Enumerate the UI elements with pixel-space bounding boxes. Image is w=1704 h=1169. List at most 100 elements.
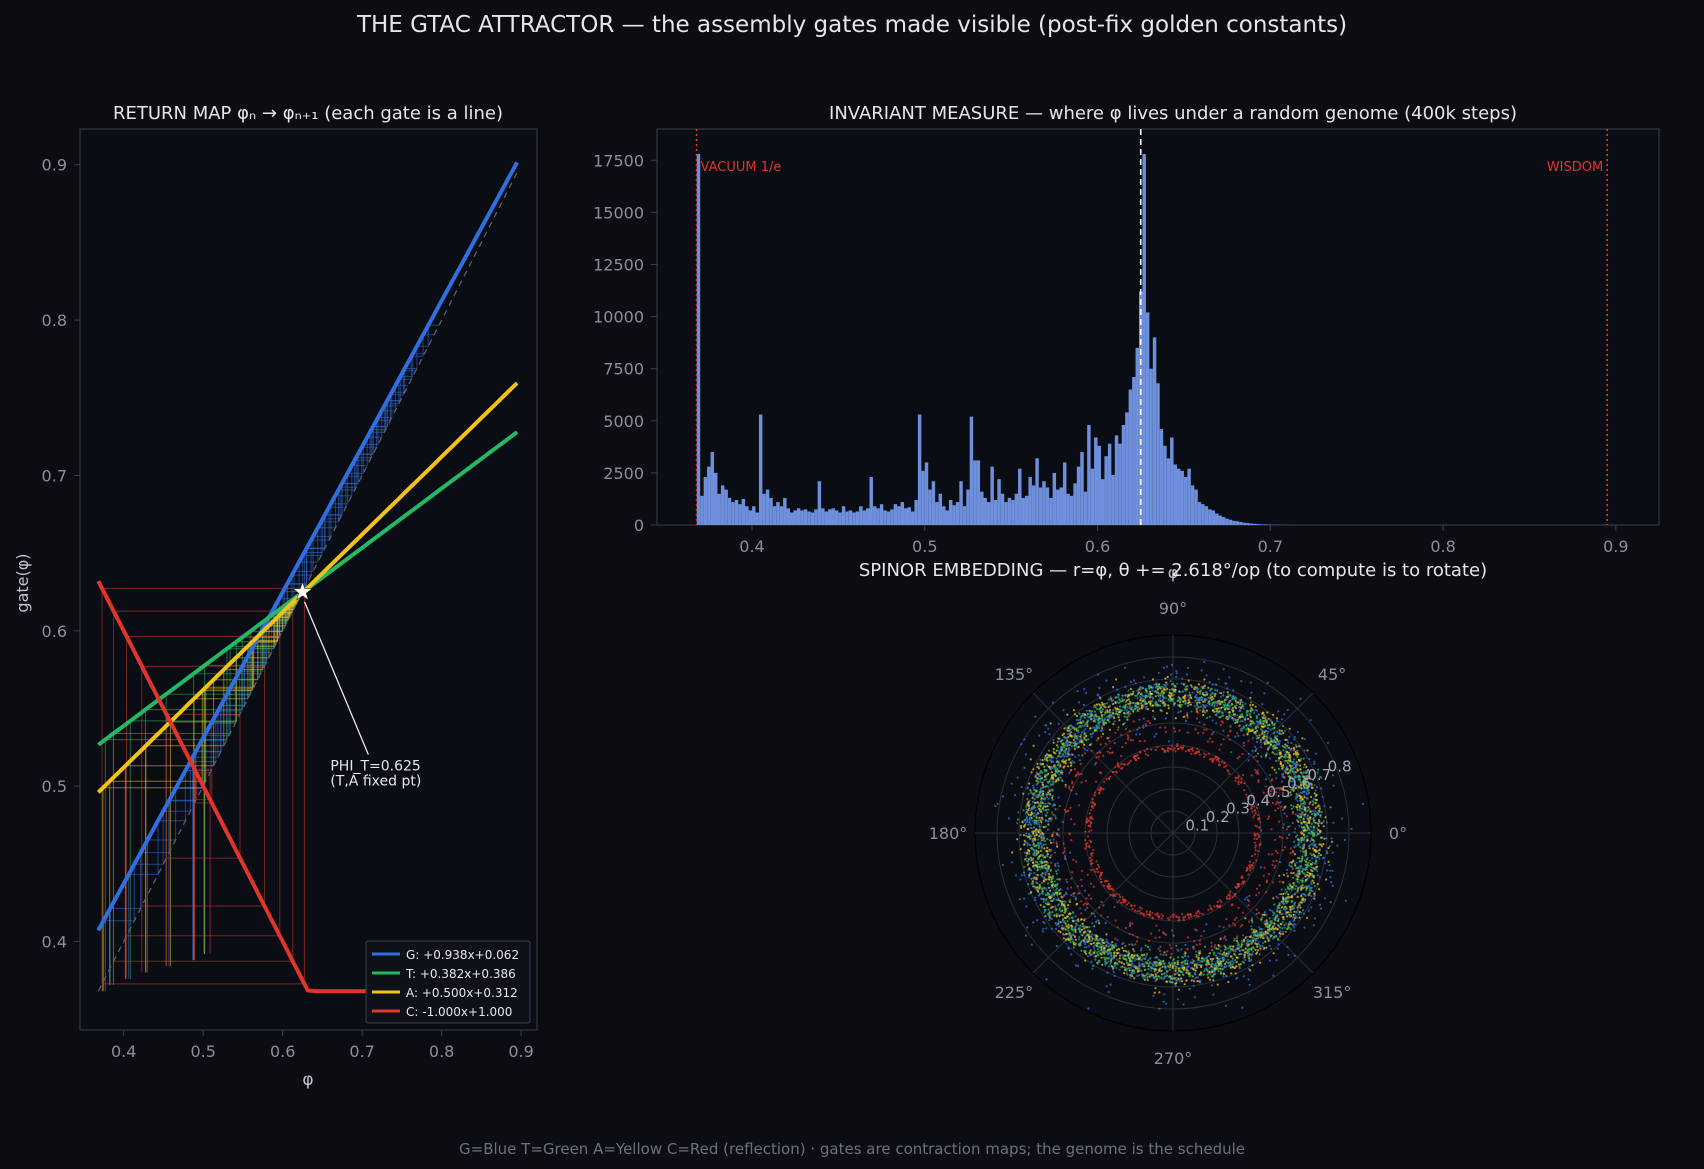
polar-point-a — [1310, 795, 1313, 799]
polar-point-g — [1298, 812, 1301, 815]
polar-point-c — [1142, 726, 1145, 729]
polar-point-c — [1052, 831, 1055, 834]
polar-point-a — [1149, 690, 1152, 694]
polar-point-t — [1063, 920, 1066, 923]
polar-point-c — [1079, 762, 1082, 766]
polar-point-g — [1067, 750, 1070, 753]
polar-point-a — [1019, 825, 1023, 828]
polar-point-g — [1318, 822, 1321, 825]
polar-point-c — [1050, 811, 1053, 814]
polar-point-g — [1283, 926, 1286, 929]
polar-point-t — [1056, 767, 1059, 771]
polar-point-g — [1051, 783, 1055, 786]
polar-point-c — [1277, 801, 1280, 805]
polar-point-t — [1030, 791, 1033, 794]
polar-point-c — [1173, 913, 1176, 916]
polar-point-g — [1069, 728, 1072, 731]
polar-point-g — [1240, 680, 1243, 683]
polar-point-c — [1258, 820, 1262, 823]
polar-point-a — [1302, 775, 1305, 779]
polar-point-a — [1182, 715, 1185, 719]
polar-point-g — [1091, 733, 1094, 736]
polar-point-a — [1034, 775, 1037, 778]
polar-point-g — [1138, 733, 1141, 736]
polar-point-c — [1211, 740, 1214, 744]
polar-point-a — [1279, 922, 1282, 925]
polar-point-t — [1307, 789, 1310, 792]
histogram-bars — [696, 154, 1292, 525]
polar-point-g — [1042, 834, 1045, 838]
polar-point-c — [1063, 850, 1066, 853]
polar-point-c — [1257, 779, 1260, 782]
polar-point-a — [1230, 972, 1233, 975]
polar-point-t — [1168, 688, 1171, 692]
polar-point-g — [1047, 901, 1050, 904]
polar-point-a — [1155, 961, 1158, 964]
polar-point-c — [1228, 738, 1231, 741]
polar-point-a — [1112, 686, 1115, 689]
polar-point-a — [1118, 719, 1121, 722]
polar-point-a — [1319, 814, 1322, 817]
polar-point-g — [1134, 682, 1137, 685]
polar-point-c — [1118, 895, 1122, 899]
polar-point-t — [1307, 861, 1310, 864]
polar-point-a — [1174, 982, 1177, 985]
polar-point-a — [1214, 968, 1217, 971]
polar-point-c — [1256, 772, 1259, 776]
polar-point-c — [1170, 947, 1173, 950]
polar-point-a — [1101, 714, 1104, 717]
polar-point-t — [1299, 879, 1302, 882]
histogram-bar — [1142, 154, 1146, 525]
polar-point-c — [1099, 877, 1102, 881]
polar-point-a — [1318, 843, 1321, 846]
polar-point-a — [1031, 796, 1034, 800]
polar-point-g — [1061, 738, 1064, 742]
polar-point-g — [1301, 877, 1304, 880]
polar-point-c — [1071, 780, 1074, 783]
polar-point-a — [1219, 972, 1223, 975]
polar-point-t — [1209, 973, 1212, 976]
polar-point-c — [1281, 849, 1285, 852]
histogram-bar — [1177, 468, 1181, 525]
polar-point-g — [1083, 889, 1087, 892]
histogram-bar — [1221, 517, 1226, 525]
y-tick-label: 0.8 — [42, 311, 67, 330]
polar-point-c — [1120, 754, 1123, 758]
polar-point-t — [1294, 887, 1297, 890]
polar-point-g — [1035, 796, 1038, 799]
polar-point-t — [1070, 744, 1073, 747]
polar-point-a — [1315, 850, 1318, 853]
polar-point-c — [1227, 770, 1230, 773]
polar-point-g — [1127, 689, 1130, 692]
polar-point-g — [1329, 806, 1332, 809]
histogram-bar — [790, 512, 794, 525]
polar-point-g — [1325, 837, 1328, 840]
polar-point-t — [1198, 963, 1201, 967]
polar-point-a — [1197, 956, 1200, 960]
polar-point-c — [1106, 750, 1109, 753]
polar-point-t — [1025, 857, 1028, 860]
polar-point-t — [1285, 907, 1288, 910]
polar-point-c — [1240, 883, 1243, 886]
histogram-bar — [876, 508, 880, 525]
polar-point-c — [1257, 836, 1261, 839]
polar-point-t — [1295, 911, 1298, 914]
polar-point-c — [1102, 754, 1105, 758]
polar-point-g — [1034, 896, 1037, 899]
polar-point-t — [1047, 808, 1050, 811]
histogram-markers: VACUUM 1/e WISDOM — [695, 129, 1608, 525]
polar-point-t — [1292, 876, 1295, 879]
polar-point-a — [1016, 838, 1019, 841]
polar-point-c — [1085, 897, 1088, 900]
polar-point-g — [1193, 971, 1196, 975]
polar-point-a — [1047, 823, 1050, 826]
polar-point-g — [1155, 732, 1158, 736]
histogram-bar — [1100, 479, 1105, 525]
polar-point-a — [1289, 765, 1292, 768]
polar-point-t — [1250, 706, 1253, 710]
polar-point-g — [1106, 940, 1109, 944]
polar-point-c — [1218, 899, 1222, 902]
polar-point-g — [1275, 720, 1279, 723]
polar-point-a — [1129, 963, 1132, 967]
polar-point-t — [1313, 834, 1316, 838]
